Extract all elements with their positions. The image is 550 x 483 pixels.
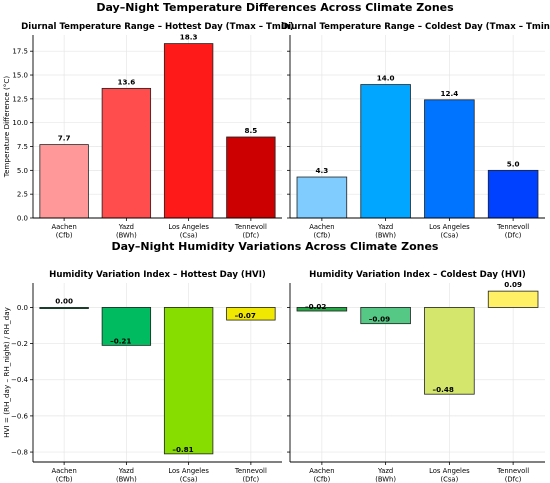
y-axis-label: Temperature Difference (°C) — [2, 76, 11, 179]
data-label: –0.07 — [235, 311, 256, 320]
figure-title-temperature: Day–Night Temperature Differences Across… — [96, 1, 454, 14]
bar — [360, 84, 411, 219]
data-label: 12.4 — [441, 89, 459, 98]
data-label: 18.3 — [180, 33, 198, 42]
data-label: –0.02 — [305, 302, 326, 311]
x-tick-label: Yazd — [118, 223, 134, 231]
x-tick-label: (BWh) — [116, 232, 137, 240]
x-tick-label: Yazd — [118, 467, 134, 475]
x-tick-label: Los Angeles — [168, 467, 209, 475]
bar — [39, 144, 89, 219]
x-tick-label: Aachen — [309, 223, 334, 231]
x-tick-label: (BWh) — [375, 476, 396, 483]
bar — [424, 307, 475, 395]
x-tick-label: Aachen — [51, 223, 76, 231]
y-tick-label: 0.0 — [17, 215, 28, 223]
data-label: 7.7 — [58, 134, 71, 143]
x-tick-label: (Dfc) — [505, 232, 522, 240]
x-tick-label: (Dfc) — [505, 476, 522, 483]
y-tick-label: 7.5 — [17, 143, 28, 151]
x-tick-label: Los Angeles — [168, 223, 209, 231]
y-tick-label: −0.4 — [11, 376, 29, 384]
bar — [487, 290, 539, 308]
data-label: 4.3 — [316, 166, 329, 175]
data-label: –0.09 — [369, 315, 390, 324]
chart-panel-2: Diurnal Temperature Range – Coldest Day … — [281, 22, 550, 240]
x-tick-label: Yazd — [377, 467, 393, 475]
data-label: –0.81 — [172, 445, 193, 454]
bar — [39, 307, 89, 310]
bar — [101, 307, 152, 346]
y-tick-label: −0.6 — [11, 412, 29, 420]
y-tick-label: 12.5 — [12, 95, 28, 103]
bar — [226, 136, 276, 219]
y-tick-label: −0.8 — [11, 449, 28, 457]
y-tick-label: 2.5 — [17, 191, 28, 199]
x-tick-label: Yazd — [377, 223, 393, 231]
x-tick-label: Los Angeles — [429, 467, 470, 475]
data-label: 5.0 — [507, 159, 520, 168]
panel-title: Humidity Variation Index – Coldest Day (… — [309, 270, 526, 280]
bar — [226, 307, 276, 321]
chart-panel-1: Diurnal Temperature Range – Hottest Day … — [2, 22, 294, 240]
bar — [163, 43, 214, 219]
x-tick-label: Tennevoll — [234, 467, 267, 475]
x-tick-label: (Cfb) — [56, 476, 73, 483]
y-tick-label: 10.0 — [12, 119, 28, 127]
data-label: 8.5 — [245, 126, 258, 135]
x-tick-label: (Cfb) — [313, 476, 330, 483]
bar — [424, 99, 475, 219]
y-tick-label: 5.0 — [17, 167, 28, 175]
y-tick-label: 17.5 — [12, 48, 28, 56]
x-tick-label: Tennevoll — [496, 467, 529, 475]
bar — [487, 169, 539, 219]
bar — [163, 307, 214, 455]
x-tick-label: Aachen — [51, 467, 76, 475]
panel-title: Diurnal Temperature Range – Coldest Day … — [281, 22, 550, 32]
panel-title: Diurnal Temperature Range – Hottest Day … — [21, 22, 294, 32]
x-tick-label: Los Angeles — [429, 223, 470, 231]
x-tick-label: (Cfb) — [56, 232, 73, 240]
chart-panel-3: Humidity Variation Index – Hottest Day (… — [2, 270, 282, 483]
panel-title: Humidity Variation Index – Hottest Day (… — [49, 270, 266, 280]
data-label: 0.00 — [55, 296, 73, 305]
x-tick-label: (BWh) — [116, 476, 137, 483]
bar — [296, 307, 348, 312]
x-tick-label: (Dfc) — [243, 476, 260, 483]
chart-panel-4: Humidity Variation Index – Coldest Day (… — [287, 270, 545, 483]
bar — [296, 176, 348, 219]
bar — [360, 307, 411, 325]
data-label: 0.09 — [504, 280, 522, 289]
data-label: –0.21 — [110, 336, 131, 345]
figure-title-humidity: Day–Night Humidity Variations Across Cli… — [111, 240, 439, 253]
y-axis-label: HVI = (RH_day – RH_night) / RH_day — [2, 306, 11, 437]
x-tick-label: (Csa) — [440, 476, 458, 483]
x-tick-label: (Csa) — [180, 476, 198, 483]
y-tick-label: 15.0 — [12, 72, 28, 80]
y-tick-label: 0.0 — [17, 304, 28, 312]
x-tick-label: Tennevoll — [234, 223, 267, 231]
y-tick-label: −0.2 — [11, 340, 28, 348]
data-label: 14.0 — [377, 74, 395, 83]
x-tick-label: (Csa) — [180, 232, 198, 240]
x-tick-label: Aachen — [309, 467, 334, 475]
x-tick-label: (Dfc) — [243, 232, 260, 240]
x-tick-label: (Csa) — [440, 232, 458, 240]
x-tick-label: (BWh) — [375, 232, 396, 240]
data-label: –0.48 — [433, 385, 454, 394]
x-tick-label: Tennevoll — [496, 223, 529, 231]
data-label: 13.6 — [118, 77, 136, 86]
x-tick-label: (Cfb) — [313, 232, 330, 240]
bar — [101, 87, 152, 219]
